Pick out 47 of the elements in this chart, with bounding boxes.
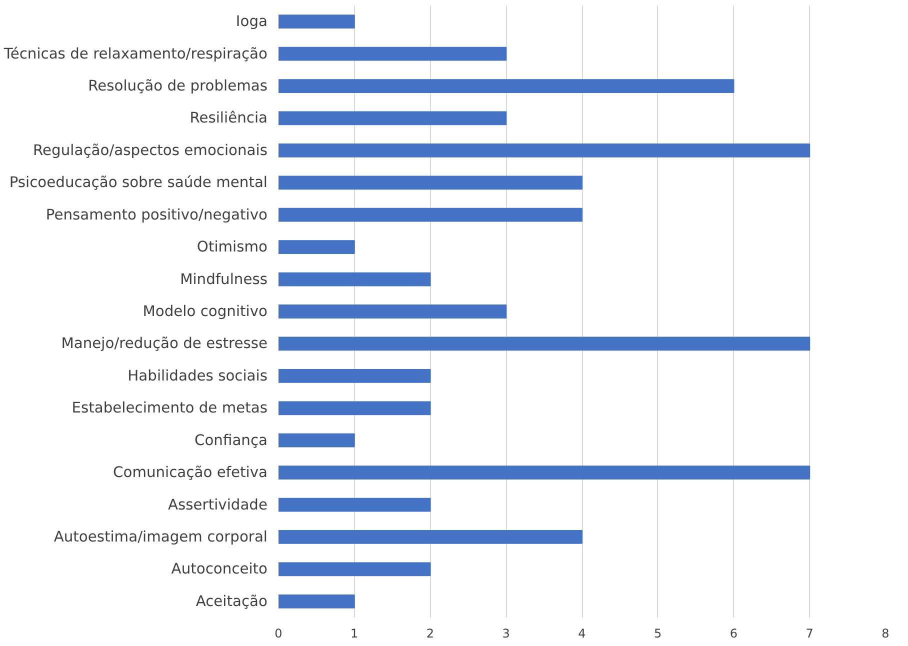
bar [278,176,582,190]
bar [278,466,810,480]
bar [278,498,431,512]
y-tick-label: Autoestima/imagem corporal [54,528,268,546]
x-tick-label: 0 [274,626,282,640]
y-tick-label: Aceitação [196,592,268,610]
y-tick-label: Habilidades sociais [128,367,268,384]
bar [278,304,507,318]
x-tick-label: 6 [730,626,738,640]
x-tick-label: 2 [426,626,434,640]
x-tick-label: 4 [578,626,586,640]
bar [278,14,355,29]
bar [278,272,431,286]
bar [278,46,507,61]
x-tick-label: 1 [350,626,358,640]
bar [278,240,355,254]
y-tick-label: Autoconceito [171,560,268,578]
x-tick-label: 7 [806,626,814,640]
y-tick-label: Confiança [194,432,268,449]
bar [278,594,355,608]
x-tick-label: 8 [882,626,890,640]
y-tick-label: Pensamento positivo/negativo [46,206,268,224]
x-tick-label: 5 [654,626,662,640]
bar [278,562,431,576]
bar [278,144,810,158]
y-tick-label: Mindfulness [180,270,268,288]
bar [278,368,431,383]
bar [278,401,431,416]
y-tick-label: Comunicação efetiva [113,464,268,482]
y-tick-label: Psicoeducação sobre saúde mental [9,174,268,192]
bar [278,530,582,544]
y-tick-label: Resiliência [190,110,268,127]
y-tick-label: Estabelecimento de metas [72,400,268,417]
y-tick-label: Otimismo [196,238,268,256]
bar [278,111,507,126]
y-tick-label: Resolução de problemas [88,78,268,95]
bar [278,79,734,93]
bar [278,208,582,222]
y-tick-label: Manejo/redução de estresse [61,335,268,352]
y-tick-label: Ioga [236,13,268,30]
y-tick-label: Regulação/aspectos emocionais [33,142,268,159]
y-tick-label: Assertividade [168,496,268,514]
bar [278,433,355,448]
bar [278,336,810,351]
x-tick-label: 3 [502,626,510,640]
y-tick-label: Técnicas de relaxamento/respiração [2,45,268,62]
y-tick-label: Modelo cognitivo [142,303,268,320]
